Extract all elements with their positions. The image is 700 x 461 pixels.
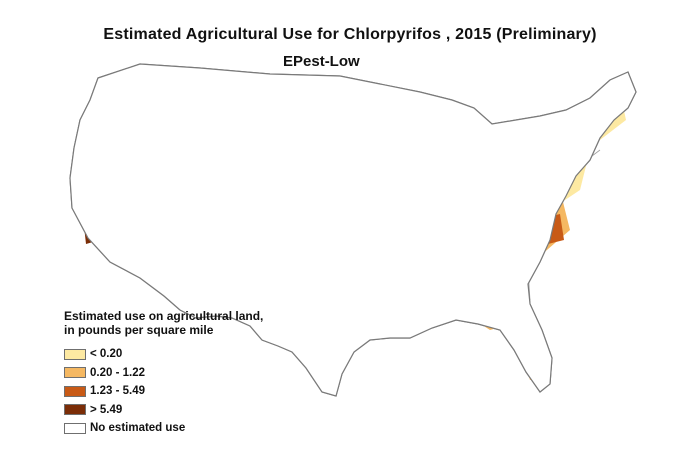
legend-item: 0.20 - 1.22 bbox=[64, 364, 274, 383]
legend-swatch bbox=[64, 404, 86, 416]
map-subtitle: EPest-Low bbox=[283, 53, 360, 70]
legend-title: Estimated use on agricultural land, in p… bbox=[64, 309, 264, 337]
legend-swatch bbox=[64, 348, 86, 360]
legend-swatch bbox=[64, 385, 86, 397]
legend-label: > 5.49 bbox=[90, 403, 123, 416]
legend-item: 1.23 - 5.49 bbox=[64, 382, 274, 401]
legend-item: No estimated use bbox=[64, 419, 274, 438]
legend-items: < 0.20 0.20 - 1.22 1.23 - 5.49 > 5.49 No… bbox=[64, 345, 274, 438]
legend-swatch bbox=[64, 367, 86, 379]
legend-label: No estimated use bbox=[90, 422, 186, 435]
legend-label: < 0.20 bbox=[90, 348, 123, 361]
legend-label: 0.20 - 1.22 bbox=[90, 366, 145, 379]
legend-item: > 5.49 bbox=[64, 401, 274, 420]
map-title: Estimated Agricultural Use for Chlorpyri… bbox=[103, 26, 597, 43]
legend-label: 1.23 - 5.49 bbox=[90, 385, 145, 398]
legend-swatch bbox=[64, 422, 86, 434]
legend: Estimated use on agricultural land, in p… bbox=[64, 309, 274, 438]
legend-item: < 0.20 bbox=[64, 345, 274, 364]
